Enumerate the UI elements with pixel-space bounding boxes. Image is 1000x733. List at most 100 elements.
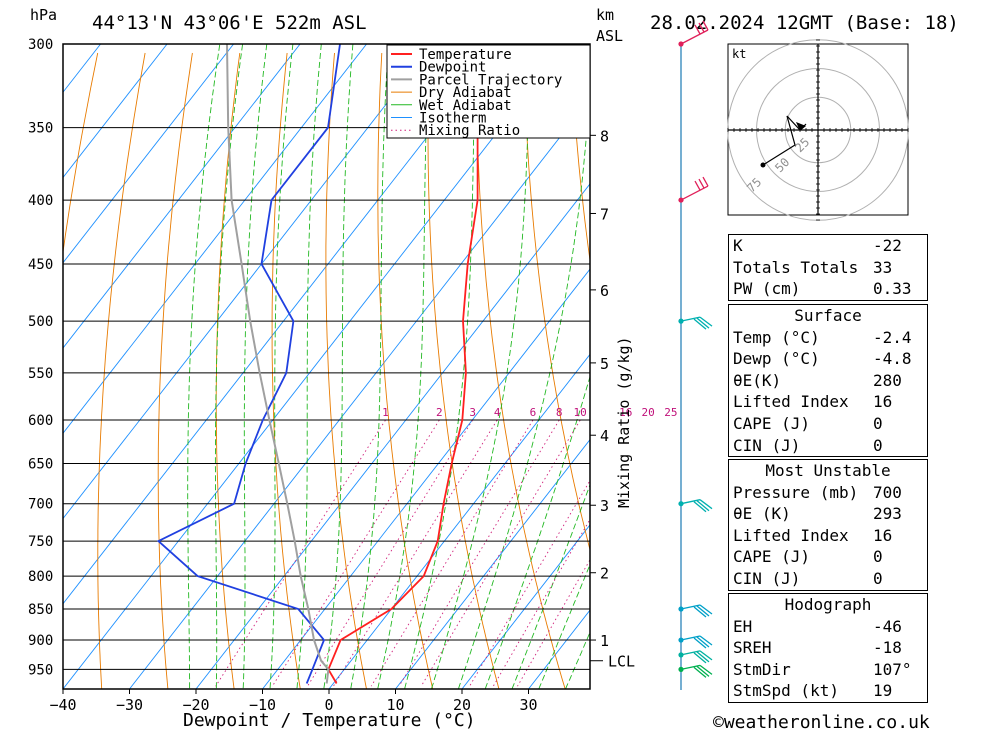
- isotherm-line: [63, 44, 567, 689]
- index-row-k: K -22: [733, 236, 902, 255]
- wet-adiabat-line: [323, 44, 354, 689]
- isotherm-line: [461, 524, 590, 689]
- mixing-ratio-line: [398, 419, 560, 687]
- mixing-ratio-line: [469, 479, 590, 687]
- dry-adiabat-line: [215, 52, 241, 689]
- isotherm-line: [63, 44, 168, 179]
- mixing-ratio-label: 16: [619, 406, 632, 419]
- mixing-ratio-label: 2: [436, 406, 443, 419]
- x-axis-label: Dewpoint / Temperature (°C): [183, 710, 476, 731]
- legend-entry: Wet Adiabat: [419, 98, 512, 114]
- km-label: km: [596, 6, 614, 24]
- wind-barb: [680, 176, 709, 201]
- dry-adiabat-line: [476, 53, 566, 689]
- most-unstable-title: Most Unstable: [765, 461, 891, 480]
- isotherm-line: [262, 268, 590, 689]
- wet-adiabat-line: [187, 44, 221, 689]
- wind-barb: [680, 604, 713, 618]
- wet-adiabat-line: [350, 44, 389, 689]
- wind-barb: [680, 20, 709, 45]
- km-tick-label: 1: [600, 632, 609, 650]
- isotherm-line: [63, 44, 234, 264]
- legend-entry: Mixing Ratio: [419, 123, 520, 139]
- surface-row-thetae: θE(K) 280: [733, 370, 902, 390]
- legend-entry: Dry Adiabat: [419, 85, 512, 101]
- x-tick-label: −20: [182, 696, 209, 714]
- wet-adiabat-line: [538, 563, 590, 689]
- isotherm-line: [129, 97, 590, 689]
- legend-entry: Parcel Trajectory: [419, 72, 562, 88]
- surface-title: Surface: [794, 306, 862, 325]
- hodo-row-eh: EH -46: [733, 616, 902, 636]
- pressure-tick-label: 500: [28, 314, 53, 330]
- km-tick-label: 2: [600, 565, 609, 583]
- mu-row-cape: CAPE (J) 0: [733, 547, 883, 567]
- hodo-row-stmdir: StmDir 107°: [733, 659, 912, 679]
- km-tick-label: 4: [600, 427, 609, 445]
- hpa-label: hPa: [30, 6, 57, 24]
- hodo-row-sreh: SREH -18: [733, 638, 902, 658]
- wet-adiabat-line: [242, 44, 268, 689]
- x-tick-label: −40: [49, 696, 76, 714]
- legend-entry: Temperature: [419, 47, 512, 63]
- surface-row-temp: Temp (°C) -2.4: [733, 327, 912, 347]
- surface-table: Surface Temp (°C) -2.4 Dewp (°C) -4.8 θE(K…: [728, 304, 928, 458]
- hodo-row-stmspd: StmSpd (kt) 19: [733, 681, 893, 701]
- dry-adiabat-line: [157, 52, 193, 689]
- dry-adiabat-line: [271, 52, 301, 689]
- mixing-ratio-line: [370, 419, 534, 687]
- wind-level-dot: [678, 606, 684, 612]
- x-tick-label: 30: [519, 696, 537, 714]
- surface-row-dewp: Dewp (°C) -4.8: [733, 349, 912, 369]
- dry-adiabat-line: [427, 52, 500, 689]
- pressure-tick-label: 350: [28, 121, 53, 137]
- wet-adiabat-line: [214, 44, 244, 689]
- wind-barb: [680, 316, 713, 330]
- legend-entry: Isotherm: [419, 111, 486, 127]
- isotherm-line: [395, 438, 590, 689]
- pressure-tick-label: 700: [28, 497, 53, 513]
- wet-adiabat-line: [404, 44, 477, 689]
- wind-barbs: [678, 20, 713, 678]
- x-tick-label: 10: [386, 696, 404, 714]
- pressure-tick-label: 850: [28, 602, 53, 618]
- mixing-ratio-label: 20: [642, 406, 655, 419]
- mu-row-thetae: θE (K) 293: [733, 504, 902, 524]
- x-tick-label: 20: [453, 696, 471, 714]
- isotherm-line: [195, 183, 590, 689]
- dry-adiabat-line: [377, 52, 434, 689]
- mu-row-li: Lifted Index 16: [733, 525, 893, 545]
- pressure-tick-label: 750: [28, 534, 53, 550]
- mixing-ratio-line: [492, 518, 590, 687]
- mu-row-pressure: Pressure (mb) 700: [733, 482, 902, 502]
- isotherm-line: [63, 44, 367, 434]
- wind-barb: [680, 499, 713, 513]
- isotherm-line: [63, 44, 434, 520]
- mixing-ratio-label: 25: [664, 406, 677, 419]
- pressure-tick-label: 550: [28, 366, 53, 382]
- copyright-text[interactable]: ©weatheronline.co.uk: [713, 712, 930, 733]
- wind-barb: [680, 650, 713, 664]
- km-tick-label: 6: [600, 282, 609, 300]
- km-tick-label: 5: [600, 355, 609, 373]
- isotherm-line: [328, 353, 590, 689]
- km-tick-label: 7: [600, 205, 609, 223]
- isotherm-line: [63, 44, 500, 605]
- pressure-tick-label: 400: [28, 193, 53, 209]
- profiles: [156, 44, 481, 684]
- dry-adiabat-line: [570, 52, 590, 264]
- legend-entry: Dewpoint: [419, 60, 486, 76]
- pressure-tick-label: 950: [28, 662, 53, 678]
- index-row-totals: Totals Totals 33: [733, 257, 893, 277]
- pressure-tick-label: 600: [28, 413, 53, 429]
- wet-adiabat-line: [377, 44, 430, 689]
- pressure-tick-label: 800: [28, 569, 53, 585]
- x-tick-label: 0: [324, 696, 333, 714]
- most-unstable-table: Most Unstable Pressure (mb) 700 θE (K) 293…: [728, 459, 928, 591]
- pressure-tick-label: 650: [28, 456, 53, 472]
- mixing-ratio-line: [517, 558, 590, 687]
- temperature-profile: [327, 44, 481, 684]
- x-tick-label: −30: [116, 696, 143, 714]
- axis-labels: 1 2 3 4 6 8 10 16 20 2530035040045050055060065070…: [28, 37, 678, 714]
